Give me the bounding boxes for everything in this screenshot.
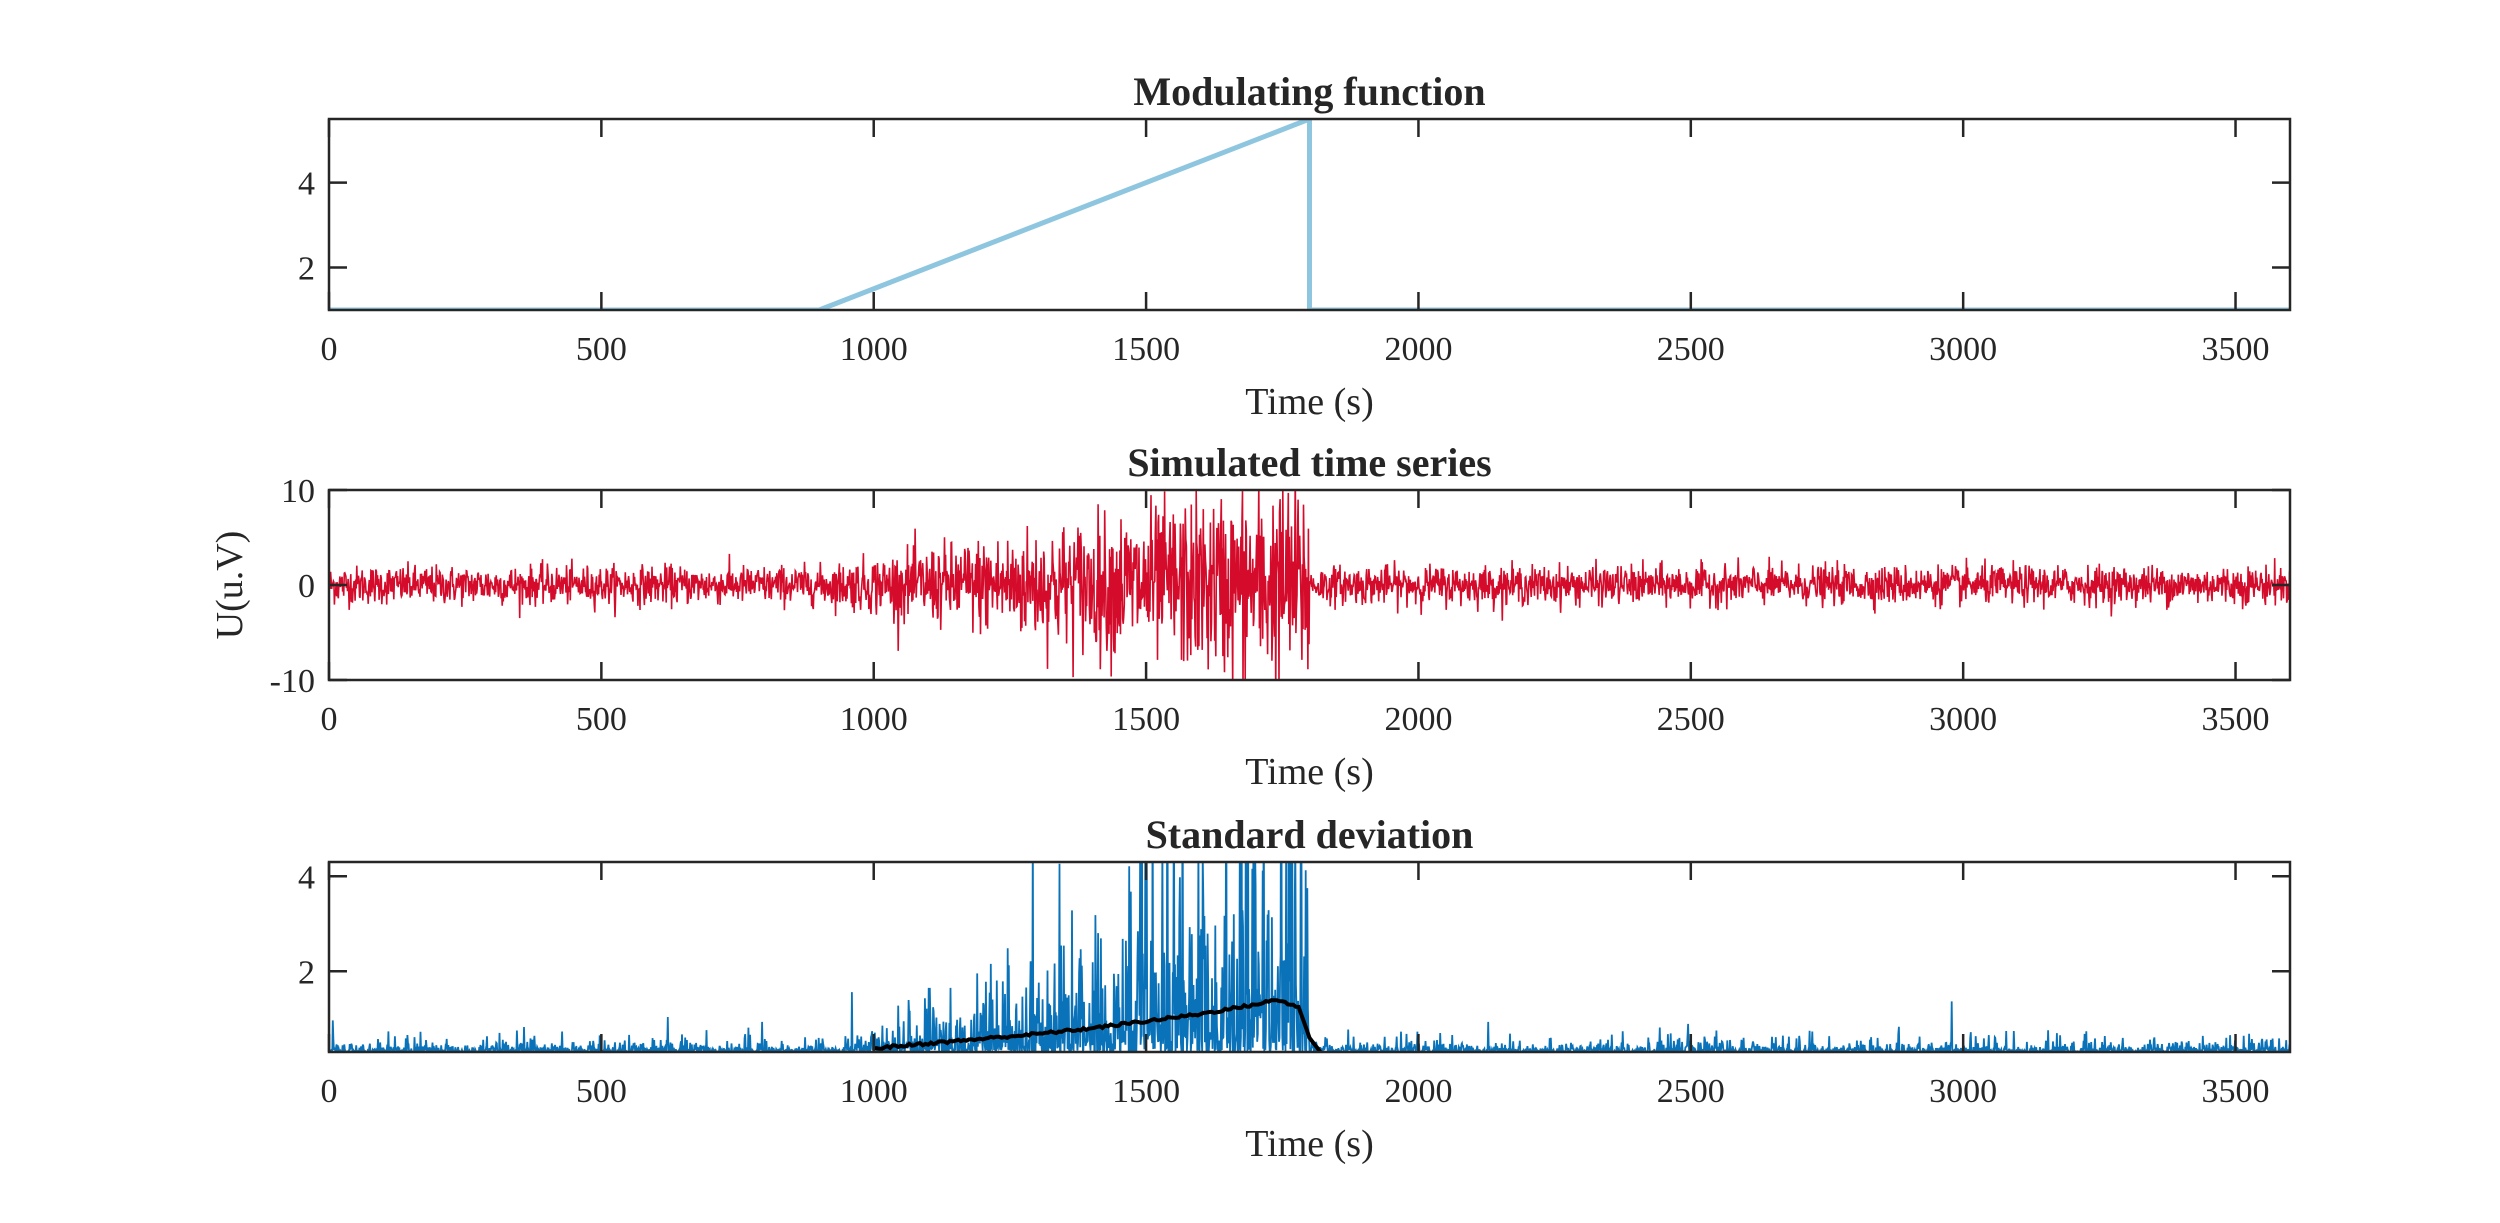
x-tick-label: 0 [321,331,338,368]
chart-panels: 0 500 1000 1500 2000 2500 3000 350024Modulating… [209,69,2292,1165]
x-tick-label: 500 [576,701,627,738]
x-tick-label: 3500 [2202,331,2270,368]
x-tick-label: 1000 [840,701,908,738]
series-line [873,998,1323,1052]
plot-area [329,119,2290,310]
x-tick-label: 2000 [1384,701,1452,738]
x-tick-label: 500 [576,1073,627,1110]
x-tick-label: 1000 [840,1073,908,1110]
x-tick-label: 500 [576,331,627,368]
y-tick-label: 2 [298,954,315,991]
x-tick-label: 3000 [1929,701,1997,738]
x-tick-label: 0 [321,1073,338,1110]
x-tick-label: 1000 [840,331,908,368]
axes-box [327,117,2292,312]
x-tick-label: 2000 [1384,1073,1452,1110]
x-tick-label: 1500 [1112,701,1180,738]
panel-3: 0 500 1000 1500 2000 2500 3000 3500 2 4 Standard d… [298,812,2292,1165]
x-tick-label: 3500 [2202,1073,2270,1110]
x-axis-label: Time (s) [1245,1123,1373,1165]
y-tick-label: 10 [281,473,315,510]
axes-box [327,860,2292,1054]
y-tick-label: 4 [298,859,315,896]
chart-title: Simulated time series [1127,440,1491,485]
x-tick-label: 2500 [1657,331,1725,368]
x-tick-label: 1500 [1112,331,1180,368]
x-axis-label: Time (s) [1245,381,1373,423]
x-tick-label: 3000 [1929,331,1997,368]
x-axis-label: Time (s) [1245,751,1373,793]
x-tick-label: 2000 [1384,331,1452,368]
panel-2: 0 500 1000 1500 2000 2500 3000 3500-10010Simula… [209,440,2292,793]
chart-title: Modulating function [1133,69,1485,114]
x-tick-label: 3500 [2202,701,2270,738]
y-axis-label: U(u.V) [209,531,251,640]
chart-title: Standard deviation [1146,812,1474,857]
series-line [329,119,2290,310]
x-tick-label: 3000 [1929,1073,1997,1110]
x-tick-label: 2500 [1657,701,1725,738]
y-tick-label: -10 [270,663,315,700]
x-tick-label: 1500 [1112,1073,1180,1110]
plot-area [329,490,2290,680]
series-line [329,490,2290,680]
panel-1: 0 500 1000 1500 2000 2500 3000 3500 2 4 Modulating… [298,69,2292,423]
x-tick-label: 0 [321,701,338,738]
y-tick-label: 0 [298,568,315,605]
x-tick-label: 2500 [1657,1073,1725,1110]
y-tick-label: 4 [298,166,315,203]
y-tick-label: 2 [298,251,315,288]
